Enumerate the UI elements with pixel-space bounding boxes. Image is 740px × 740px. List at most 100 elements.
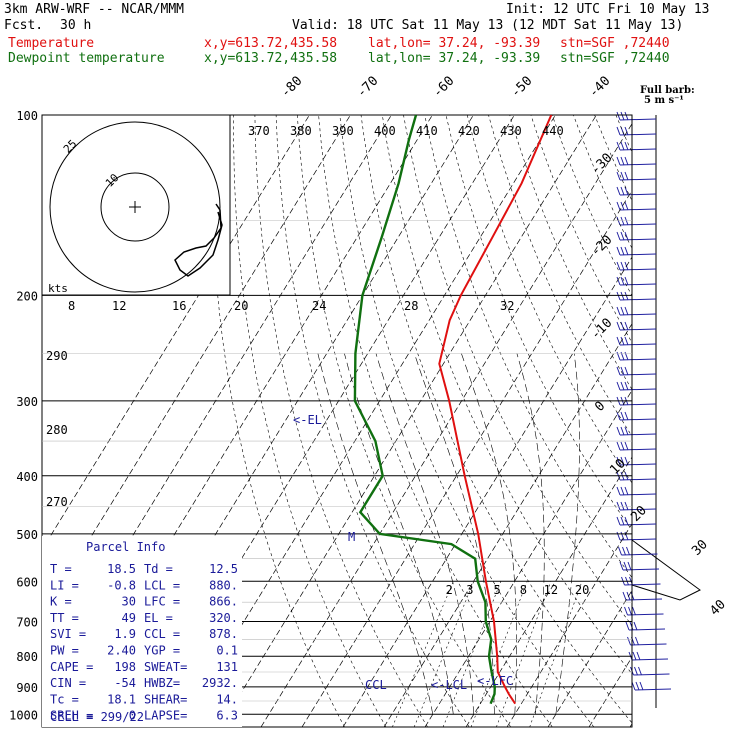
init-time: Init: 12 UTC Fri 10 May 13 bbox=[506, 2, 710, 17]
wind-barb bbox=[619, 223, 657, 226]
barb-note-line2: 5 m s⁻¹ bbox=[644, 95, 684, 106]
wind-barb-flag bbox=[620, 216, 625, 226]
parcel-label-b: YGP = bbox=[144, 644, 180, 658]
pressure-label-900: 900 bbox=[16, 681, 38, 695]
wind-barb-flag bbox=[616, 411, 621, 421]
wind-barb bbox=[625, 598, 663, 601]
parcel-label-a: TT = bbox=[50, 611, 79, 625]
dry-adiabat-380 bbox=[488, 115, 632, 437]
mixing-ratio-line-20 bbox=[529, 581, 583, 727]
isotherm--20 bbox=[342, 256, 632, 727]
theta-label-410: 410 bbox=[416, 124, 438, 138]
dry-adiabat-290 bbox=[297, 115, 512, 727]
ccl-marker: CCL bbox=[365, 678, 387, 692]
wind-barb-flag bbox=[616, 306, 621, 316]
wind-barb-flag bbox=[620, 441, 625, 451]
forecast-label: Fcst. bbox=[4, 18, 44, 33]
wind-barb-flag bbox=[624, 516, 629, 526]
wind-barb-flag bbox=[620, 456, 625, 466]
wind-barb bbox=[619, 268, 657, 271]
wind-barb-flag bbox=[616, 456, 621, 466]
parcel-value-b: 320. bbox=[209, 611, 238, 625]
pressure-label-100: 100 bbox=[16, 109, 38, 123]
wind-barbs bbox=[616, 111, 672, 691]
wind-barb-flag bbox=[633, 621, 638, 631]
wind-barb bbox=[619, 313, 657, 316]
isotherm-label-30: 30 bbox=[689, 537, 711, 559]
mixing-ratio-label-3: 3 bbox=[466, 583, 473, 597]
isotherm-label--30: -30 bbox=[588, 151, 615, 178]
wind-barb-flag bbox=[616, 246, 621, 256]
theta-label-390: 390 bbox=[332, 124, 354, 138]
dry-adiabat-400 bbox=[530, 115, 632, 344]
wind-barb-flag bbox=[616, 141, 621, 151]
wind-barb-flag bbox=[624, 231, 629, 241]
pressure-label-300: 300 bbox=[16, 395, 38, 409]
wind-barb-flag bbox=[616, 426, 621, 436]
parcel-label-b: SWEAT= bbox=[144, 660, 187, 674]
wind-barb bbox=[619, 388, 657, 391]
theta-label-420: 420 bbox=[458, 124, 480, 138]
isotherm--120 bbox=[42, 115, 310, 551]
wind-barb-flag bbox=[616, 231, 621, 241]
wind-barb bbox=[619, 418, 657, 421]
wind-barb-flag bbox=[624, 531, 629, 541]
wind-barb bbox=[619, 133, 657, 136]
parcel-label-a: CIN = bbox=[50, 676, 86, 690]
parcel-label-b: SHEAR= bbox=[144, 692, 187, 706]
wind-barb-flag bbox=[620, 261, 625, 271]
temperature-legend: Temperature bbox=[8, 36, 95, 51]
wind-barb-flag bbox=[620, 276, 625, 286]
theta-label-400: 400 bbox=[374, 124, 396, 138]
parcel-info-background bbox=[42, 536, 242, 727]
parcel-value-b: 2932. bbox=[202, 676, 238, 690]
mixing-ratio-labels: 2 3 5 8 12 20 bbox=[446, 583, 590, 597]
wind-barb bbox=[619, 208, 657, 211]
wind-barb-flag bbox=[624, 126, 629, 136]
wind-barb-flag bbox=[620, 426, 625, 436]
parcel-value-a: 198 bbox=[114, 660, 136, 674]
parcel-value-a: 0 bbox=[129, 709, 136, 723]
parcel-label-b: LFC = bbox=[144, 595, 180, 609]
wind-barb-flag bbox=[616, 336, 621, 346]
wind-barb-flag bbox=[620, 531, 625, 541]
wind-barb-flag bbox=[622, 546, 626, 556]
dry-adiabat-460 bbox=[658, 115, 740, 727]
moist-adiabat-25 bbox=[516, 353, 545, 715]
wind-barb-panel: Full barb: 5 m s⁻¹ bbox=[574, 85, 701, 727]
parcel-value-b: 878. bbox=[209, 627, 238, 641]
theta-label-left-270: 270 bbox=[46, 495, 68, 509]
wind-barb-flag bbox=[624, 141, 629, 151]
wind-barb-flag bbox=[624, 381, 629, 391]
parcel-value-a: 2.40 bbox=[107, 644, 136, 658]
dry-adiabats bbox=[211, 115, 740, 727]
wind-barb-flag bbox=[624, 111, 629, 121]
parcel-value-b: 131 bbox=[216, 660, 238, 674]
dry-adiabat-340 bbox=[403, 115, 632, 626]
wind-barb-flag bbox=[616, 501, 621, 511]
moist-adiabat-10 bbox=[375, 353, 475, 715]
wind-barb bbox=[619, 403, 657, 406]
wind-barb-flag bbox=[618, 546, 622, 556]
wind-barb-flag bbox=[624, 366, 629, 376]
isotherm-label-40: 40 bbox=[707, 597, 729, 619]
isotherm-40 bbox=[588, 656, 632, 727]
hodograph-speed-label-24: 24 bbox=[312, 299, 326, 313]
wind-barb bbox=[631, 658, 669, 661]
dry-adiabat-440 bbox=[615, 115, 632, 153]
wind-barb-flag bbox=[622, 591, 627, 601]
theta-label-380: 380 bbox=[290, 124, 312, 138]
pressure-label-1000: 1000 bbox=[9, 708, 38, 722]
hodograph-speed-label-28: 28 bbox=[404, 299, 418, 313]
isotherm-label--60: -60 bbox=[430, 74, 457, 101]
dry-adiabat-370 bbox=[466, 115, 632, 484]
wind-barb bbox=[619, 508, 657, 511]
wind-barb-flag bbox=[624, 321, 629, 331]
parcel-value-b: 12.5 bbox=[209, 562, 238, 576]
wind-barb-flag bbox=[616, 321, 621, 331]
wind-barb-flag bbox=[616, 486, 621, 496]
dry-adiabat-270 bbox=[254, 115, 428, 727]
wind-barb bbox=[619, 478, 657, 481]
parcel-label-a: Tc = bbox=[50, 692, 79, 706]
parcel-info-box: Parcel Info T = 18.5 Td = 12.5 LI = -0.8 LCL =… bbox=[42, 536, 242, 727]
